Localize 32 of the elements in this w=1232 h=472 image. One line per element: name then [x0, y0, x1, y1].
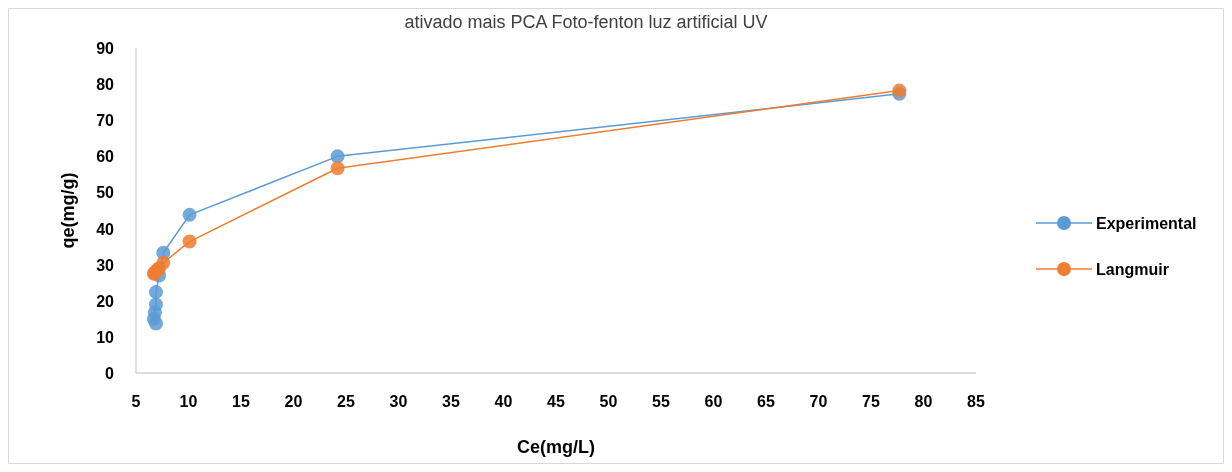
y-tick-label: 20 [96, 292, 115, 310]
y-tick-label: 40 [96, 220, 115, 238]
y-tick-label: 30 [96, 256, 115, 274]
legend-label: Langmuir [1096, 261, 1169, 278]
chart-title: ativado mais PCA Foto-fenton luz artificial UV [404, 12, 768, 32]
x-tick-label: 25 [337, 393, 355, 410]
x-tick-label: 70 [809, 393, 828, 410]
legend-label: Experimental [1096, 215, 1197, 232]
x-tick-label: 15 [232, 393, 250, 410]
y-tick-label: 50 [96, 184, 115, 202]
x-tick-label: 40 [494, 393, 513, 410]
x-tick-label: 80 [914, 393, 933, 410]
y-tick-label: 10 [96, 328, 115, 346]
x-tick-label: 20 [284, 393, 303, 410]
x-tick-label: 75 [862, 393, 880, 410]
y-tick-label: 0 [105, 365, 115, 382]
x-tick-label: 65 [757, 393, 775, 410]
y-tick-label: 80 [96, 76, 115, 94]
x-tick-label: 50 [599, 393, 618, 410]
y-tick-label: 70 [96, 112, 115, 130]
x-axis-title: Ce(mg/L) [517, 437, 595, 457]
x-tick-label: 85 [967, 393, 985, 410]
x-tick-label: 10 [179, 393, 198, 410]
y-tick-label: 60 [96, 148, 115, 166]
x-tick-label: 35 [442, 393, 460, 410]
x-tick-label: 5 [131, 393, 141, 410]
y-axis-title: qe(mg/g) [58, 172, 78, 249]
x-tick-label: 30 [389, 393, 408, 410]
x-tick-label: 45 [547, 393, 565, 410]
x-tick-label: 55 [652, 393, 670, 410]
y-tick-label: 90 [96, 40, 115, 57]
x-tick-label: 60 [704, 393, 723, 410]
